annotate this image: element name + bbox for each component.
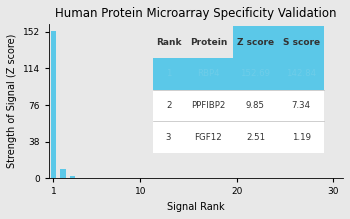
Title: Human Protein Microarray Specificity Validation: Human Protein Microarray Specificity Val… [55,7,337,20]
FancyBboxPatch shape [233,90,278,121]
FancyBboxPatch shape [153,121,184,153]
Text: S score: S score [282,37,320,47]
FancyBboxPatch shape [153,90,184,121]
Bar [61,169,66,178]
Text: FGF12: FGF12 [195,133,222,142]
FancyBboxPatch shape [278,90,324,121]
FancyBboxPatch shape [278,121,324,153]
Text: Z score: Z score [237,37,274,47]
Text: 1: 1 [166,69,172,78]
Text: Rank: Rank [156,37,181,47]
FancyBboxPatch shape [233,26,278,58]
FancyBboxPatch shape [153,26,184,58]
X-axis label: Signal Rank: Signal Rank [167,202,225,212]
FancyBboxPatch shape [184,121,233,153]
Text: PPFIBP2: PPFIBP2 [191,101,225,110]
FancyBboxPatch shape [278,26,324,58]
FancyBboxPatch shape [233,121,278,153]
Text: 2: 2 [166,101,172,110]
FancyBboxPatch shape [153,58,184,90]
Text: 142.84: 142.84 [286,69,316,78]
Text: 9.85: 9.85 [246,101,265,110]
Text: Protein: Protein [190,37,227,47]
FancyBboxPatch shape [184,26,233,58]
Text: 2.51: 2.51 [246,133,265,142]
Text: 3: 3 [166,133,172,142]
FancyBboxPatch shape [184,58,233,90]
Text: RBP4: RBP4 [197,69,220,78]
Bar [51,31,56,178]
Y-axis label: Strength of Signal (Z score): Strength of Signal (Z score) [7,34,17,168]
Bar [70,176,76,178]
Text: 152.69: 152.69 [240,69,271,78]
FancyBboxPatch shape [278,58,324,90]
FancyBboxPatch shape [233,58,278,90]
Text: 7.34: 7.34 [292,101,311,110]
FancyBboxPatch shape [184,90,233,121]
Text: 1.19: 1.19 [292,133,310,142]
